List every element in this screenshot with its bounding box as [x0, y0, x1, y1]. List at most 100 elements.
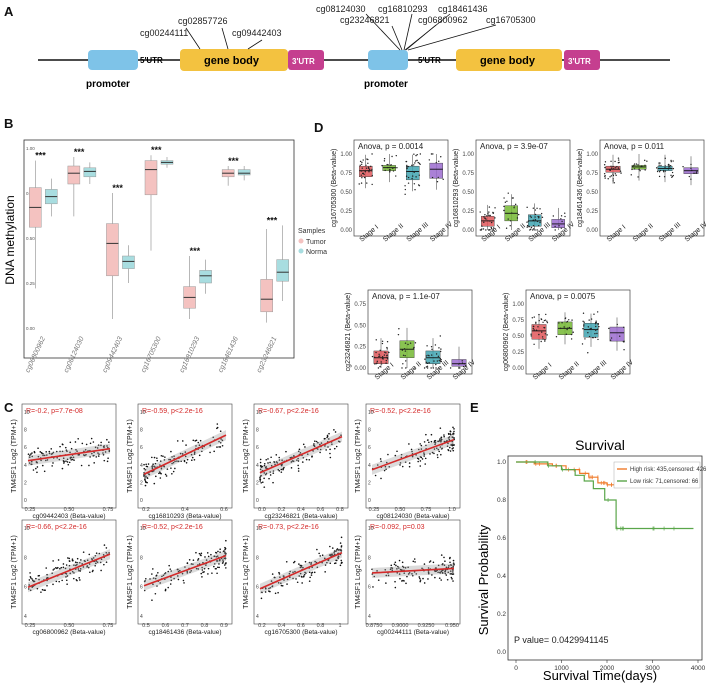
jitter-point [609, 339, 612, 341]
scatter-point [321, 554, 324, 557]
scatter-point [171, 472, 173, 475]
anova-label: Anova, p = 3.9e-07 [480, 142, 548, 151]
y-tick-label: 8 [256, 428, 259, 434]
scatter-point [340, 545, 343, 547]
scatter-point [218, 563, 220, 565]
x-tick-label: 0.2 [258, 623, 266, 629]
x-tick-label: 1 [338, 623, 341, 629]
scatter-point [444, 571, 446, 573]
jitter-point [419, 163, 421, 166]
scatter-point [374, 474, 377, 477]
stage-ylabel: cg16705300 (Beta-value) [331, 149, 338, 228]
jitter-point [461, 362, 464, 364]
scatter-point [271, 573, 274, 575]
scatter-point [379, 458, 382, 460]
jitter-point [386, 354, 388, 356]
scatter-point [288, 572, 291, 575]
jitter-point [671, 176, 673, 178]
jitter-point [614, 173, 617, 175]
jitter-point [670, 174, 672, 177]
jitter-point [402, 354, 405, 356]
scatter-point [443, 564, 446, 566]
y-tick-label: 4 [368, 463, 371, 469]
scatter-point [371, 568, 373, 571]
gene-body-box-right [456, 49, 562, 71]
jitter-point [412, 347, 415, 349]
x-tick-label: 0.6 [317, 507, 325, 513]
jitter-point [364, 171, 366, 173]
scatter-point [149, 578, 151, 580]
regression-line [27, 553, 111, 588]
scatter-point [429, 560, 432, 562]
y-tick-label: 6 [140, 445, 143, 451]
y-tick-label: 0.25 [26, 281, 35, 286]
scatter-point [438, 577, 441, 579]
jitter-point [533, 316, 535, 318]
jitter-point [389, 171, 391, 173]
y-tick-label: 0.25 [354, 345, 366, 351]
jitter-point [386, 358, 389, 360]
y-tick-label: 0.00 [512, 366, 524, 372]
scatter-point [452, 426, 454, 429]
scatter-point [94, 564, 96, 567]
jitter-point [664, 167, 666, 169]
scatter-point [203, 571, 205, 573]
jitter-point [566, 328, 568, 331]
jitter-point [588, 319, 590, 321]
scatter-point [145, 475, 147, 478]
scatter-point [435, 447, 438, 450]
scatter-point [185, 444, 187, 446]
jitter-point [633, 163, 636, 165]
x-tick-label: cg16705300 [140, 336, 163, 374]
x-tick-label: 0.7 [181, 623, 189, 629]
y-tick-label: 0.50 [462, 190, 474, 196]
scatter-point [340, 434, 342, 437]
stage-box [531, 324, 547, 340]
scatter-point [66, 583, 68, 585]
jitter-point [595, 329, 597, 332]
scatter-point [65, 460, 67, 462]
probe-label: cg00244111 [140, 28, 188, 38]
probe-label: cg16810293 [378, 4, 428, 14]
scatter-point [103, 544, 106, 546]
jitter-point [583, 324, 585, 326]
scatter-point [449, 430, 452, 433]
jitter-point [534, 209, 537, 211]
scatter-point [260, 466, 263, 469]
anova-label: Anova, p = 0.011 [604, 142, 665, 151]
scatter-point [223, 564, 226, 566]
jitter-point [381, 342, 384, 345]
jitter-point [407, 182, 410, 184]
y-tick-label: 8 [368, 428, 371, 434]
scatter-point [225, 539, 227, 542]
jitter-point [604, 174, 606, 177]
scatter-point [156, 585, 158, 587]
scatter-ylabel: TM4SF1 Log2 (TPM+1) [355, 419, 362, 493]
scatter-point [216, 427, 218, 430]
scatter-point [66, 575, 69, 577]
jitter-point [365, 164, 367, 166]
scatter-point [429, 453, 431, 455]
scatter-point [437, 448, 440, 451]
scatter-point [74, 564, 77, 567]
panel-c-plots: R=-0.2, p=7.7e-08 TM4SF1 Log2 (TPM+1) cg09… [11, 403, 461, 636]
y-tick-label: 10 [368, 526, 374, 532]
scatter-point [171, 462, 173, 465]
jitter-point [539, 221, 541, 224]
scatter-point [269, 461, 271, 464]
jitter-point [541, 331, 543, 333]
scatter-point [263, 472, 266, 474]
jitter-point [541, 336, 544, 338]
y-tick-label: 1.00 [340, 152, 352, 158]
scatter-point [69, 456, 72, 459]
scatter-point [65, 579, 68, 582]
scatter-point [272, 470, 275, 472]
scatter-point [329, 448, 331, 451]
scatter-point [219, 548, 221, 551]
scatter-point [186, 562, 189, 564]
scatter-point [328, 432, 330, 435]
jitter-point [571, 319, 573, 321]
scatter-point [448, 446, 451, 449]
jitter-point [439, 335, 441, 337]
jitter-point [395, 175, 397, 177]
